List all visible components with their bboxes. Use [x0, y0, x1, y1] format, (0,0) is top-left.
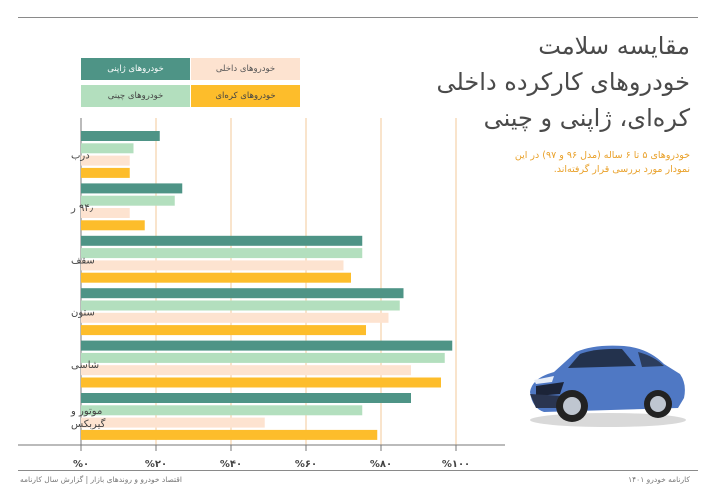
bar	[81, 220, 145, 231]
title-line-3: کره‌ای، ژاپنی و چینی	[483, 104, 690, 132]
bar	[81, 143, 134, 154]
bar	[81, 235, 363, 246]
bar	[81, 352, 445, 363]
bottom-divider	[18, 470, 698, 471]
x-tick-label: %۰	[73, 459, 89, 470]
bar	[81, 248, 363, 259]
bar	[81, 340, 453, 351]
bar	[81, 429, 378, 440]
bar	[81, 208, 130, 218]
bar	[81, 288, 404, 299]
bar	[81, 195, 175, 206]
category-label: شاسی	[71, 360, 99, 371]
legend-label: خودروهای چینی	[107, 91, 164, 101]
legend-label: خودروهای ژاپنی	[107, 64, 164, 74]
chart-subtitle: خودروهای ۵ تا ۶ ساله (مدل ۹۶ و ۹۷) در ای…	[514, 150, 690, 175]
footer-brand: کارنامه خودرو ۱۴۰۱	[628, 475, 690, 484]
bar	[81, 325, 366, 336]
bar	[81, 272, 351, 283]
x-tick-label: %۲۰	[145, 459, 167, 470]
car-image	[530, 345, 686, 427]
bar	[81, 260, 344, 271]
bar	[81, 377, 441, 388]
legend-japanese: خودروهای ژاپنی	[81, 58, 190, 80]
title-line-2: خودروهای کارکرده داخلی	[436, 68, 690, 96]
legend-label: خودروهای داخلی	[215, 64, 276, 74]
legend-korean: خودروهای کره‌ای	[191, 85, 300, 107]
bar	[81, 393, 411, 403]
category-label: گیربکس	[71, 418, 106, 430]
x-tick-label: %۸۰	[370, 459, 392, 470]
bar	[81, 155, 130, 166]
bar	[81, 312, 389, 323]
legend-domestic: خودروهای داخلی	[191, 58, 300, 80]
category-label: سقف	[71, 255, 95, 266]
chart-title: مقایسه سلامت خودروهای کارکرده داخلی کره‌…	[430, 28, 690, 136]
title-line-1: مقایسه سلامت	[538, 32, 690, 60]
legend-label: خودروهای کره‌ای	[215, 91, 276, 101]
legend-chinese: خودروهای چینی	[81, 85, 190, 107]
category-label: ۹۴٫ ر	[70, 203, 93, 214]
bar	[81, 131, 160, 141]
category-label: موتور و	[70, 406, 102, 417]
bar	[81, 365, 411, 376]
footer-source: اقتصاد خودرو و روندهای بازار | گزارش سال…	[20, 475, 182, 484]
category-label: ستون	[71, 308, 95, 319]
x-tick-label: %۶۰	[295, 459, 317, 470]
x-tick-label: %۱۰۰	[442, 459, 470, 470]
bar	[81, 167, 130, 178]
bar	[81, 300, 400, 311]
bar	[81, 405, 363, 416]
bar	[81, 183, 183, 194]
category-label: درب	[71, 150, 90, 161]
bar	[81, 417, 265, 428]
x-tick-label: %۴۰	[220, 459, 242, 470]
top-divider	[18, 17, 698, 18]
